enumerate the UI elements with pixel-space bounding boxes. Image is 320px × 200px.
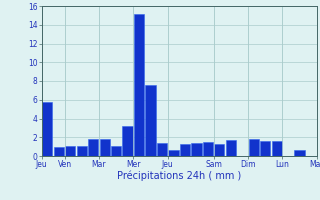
Bar <box>88 139 98 156</box>
Bar <box>111 146 121 156</box>
Bar <box>294 150 305 156</box>
Bar <box>260 141 270 156</box>
Bar <box>157 143 167 156</box>
Bar <box>134 14 144 156</box>
Bar <box>271 141 282 156</box>
Bar <box>145 85 156 156</box>
Bar <box>226 140 236 156</box>
Bar <box>249 139 259 156</box>
Bar <box>123 126 133 156</box>
Bar <box>76 146 87 156</box>
Bar <box>180 144 190 156</box>
Bar <box>214 144 225 156</box>
Bar <box>100 139 110 156</box>
X-axis label: Précipitations 24h ( mm ): Précipitations 24h ( mm ) <box>117 171 241 181</box>
Bar <box>42 102 52 156</box>
Bar <box>168 150 179 156</box>
Bar <box>65 146 76 156</box>
Bar <box>191 143 202 156</box>
Bar <box>54 147 64 156</box>
Bar <box>203 142 213 156</box>
